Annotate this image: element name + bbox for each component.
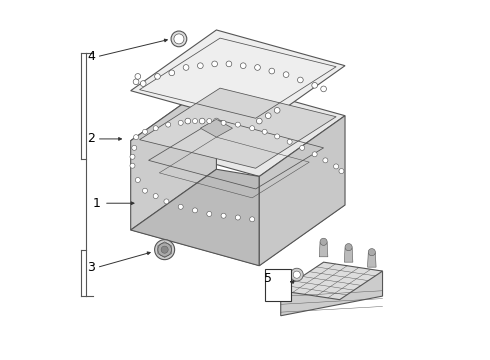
Text: 5: 5 — [264, 272, 272, 285]
Circle shape — [193, 208, 197, 213]
Circle shape — [255, 64, 260, 70]
Circle shape — [199, 118, 205, 124]
Circle shape — [166, 122, 171, 127]
Polygon shape — [368, 253, 376, 267]
Polygon shape — [281, 271, 383, 316]
Circle shape — [143, 129, 147, 134]
Circle shape — [155, 73, 160, 79]
Circle shape — [153, 126, 158, 131]
Polygon shape — [131, 80, 217, 230]
Circle shape — [293, 271, 300, 278]
Circle shape — [291, 268, 303, 281]
Circle shape — [320, 238, 327, 246]
Circle shape — [221, 120, 226, 125]
Circle shape — [235, 215, 241, 220]
Circle shape — [235, 122, 241, 127]
Circle shape — [158, 243, 172, 256]
Circle shape — [185, 118, 191, 124]
Circle shape — [135, 177, 140, 183]
Circle shape — [130, 154, 135, 159]
Circle shape — [207, 211, 212, 216]
Circle shape — [161, 246, 168, 253]
Circle shape — [368, 249, 375, 256]
Circle shape — [312, 82, 318, 88]
Polygon shape — [319, 243, 328, 257]
Circle shape — [132, 145, 137, 150]
Circle shape — [226, 61, 232, 67]
Circle shape — [221, 213, 226, 218]
Circle shape — [130, 163, 135, 168]
Circle shape — [321, 86, 326, 92]
Circle shape — [312, 152, 317, 157]
Polygon shape — [131, 30, 345, 126]
Circle shape — [241, 63, 246, 68]
Circle shape — [300, 145, 305, 150]
Circle shape — [274, 108, 280, 113]
Polygon shape — [344, 248, 353, 262]
Circle shape — [297, 77, 303, 83]
Circle shape — [153, 194, 158, 199]
Text: 1: 1 — [93, 197, 100, 210]
Circle shape — [197, 63, 203, 68]
Circle shape — [183, 64, 189, 70]
Circle shape — [155, 240, 174, 260]
Circle shape — [334, 164, 339, 169]
Circle shape — [249, 126, 255, 131]
Circle shape — [269, 68, 275, 74]
Circle shape — [164, 199, 169, 204]
Circle shape — [178, 204, 183, 209]
Circle shape — [140, 81, 146, 86]
Polygon shape — [131, 169, 345, 266]
Text: 4: 4 — [87, 50, 96, 63]
Circle shape — [249, 217, 255, 222]
Polygon shape — [259, 116, 345, 266]
Circle shape — [287, 139, 292, 144]
Circle shape — [339, 168, 344, 174]
Circle shape — [266, 113, 271, 118]
Circle shape — [143, 188, 147, 193]
Circle shape — [275, 134, 280, 139]
Polygon shape — [140, 88, 336, 168]
Circle shape — [174, 34, 184, 44]
Circle shape — [262, 129, 267, 134]
Circle shape — [193, 118, 197, 123]
Circle shape — [212, 61, 218, 67]
Circle shape — [283, 72, 289, 77]
Circle shape — [345, 244, 352, 251]
Circle shape — [134, 135, 139, 140]
Circle shape — [256, 118, 262, 124]
Circle shape — [133, 79, 139, 85]
Polygon shape — [200, 119, 232, 137]
Bar — [265, 269, 292, 301]
Polygon shape — [131, 80, 345, 176]
Circle shape — [178, 120, 183, 125]
Polygon shape — [131, 169, 259, 266]
Circle shape — [171, 31, 187, 47]
Circle shape — [323, 158, 328, 163]
Polygon shape — [281, 262, 383, 300]
Circle shape — [135, 73, 141, 79]
Text: 2: 2 — [87, 132, 96, 145]
Text: 3: 3 — [87, 261, 96, 274]
Circle shape — [214, 118, 220, 124]
Circle shape — [207, 118, 212, 123]
Circle shape — [169, 70, 174, 76]
